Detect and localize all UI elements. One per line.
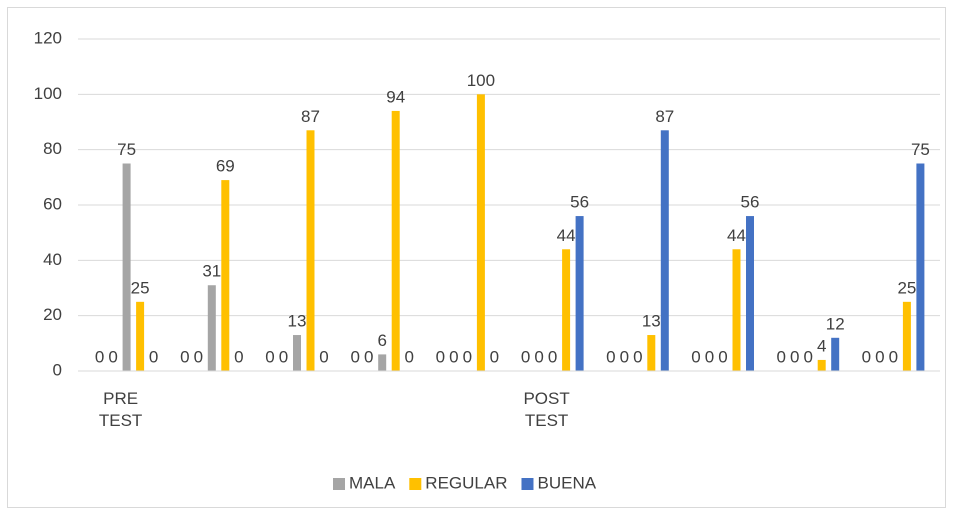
data-label: 0 bbox=[691, 347, 700, 366]
data-label: 0 bbox=[803, 347, 812, 366]
data-label: 100 bbox=[467, 71, 495, 90]
data-label: 87 bbox=[301, 107, 320, 126]
data-label: 0 bbox=[862, 347, 871, 366]
data-label: 94 bbox=[386, 87, 405, 106]
data-label: 0 bbox=[364, 347, 373, 366]
data-label: 0 bbox=[463, 347, 472, 366]
legend-swatch bbox=[333, 478, 345, 490]
data-label: 87 bbox=[655, 107, 674, 126]
bar bbox=[746, 216, 754, 371]
data-label: 0 bbox=[521, 347, 530, 366]
bar bbox=[207, 285, 216, 371]
data-label: 4 bbox=[817, 336, 826, 355]
data-label: 56 bbox=[741, 193, 760, 212]
data-label: 0 bbox=[705, 347, 714, 366]
bar bbox=[378, 354, 387, 371]
data-label: 25 bbox=[131, 278, 150, 297]
data-label: 0 bbox=[534, 347, 543, 366]
y-tick-label: 40 bbox=[43, 250, 62, 269]
bar bbox=[660, 130, 669, 371]
x-tick-label: PRE TEST bbox=[98, 389, 143, 430]
data-label: 44 bbox=[557, 226, 576, 245]
data-label: 0 bbox=[436, 347, 445, 366]
data-label: 0 bbox=[776, 347, 785, 366]
data-label: 0 bbox=[265, 347, 274, 366]
bar bbox=[817, 359, 826, 371]
data-label: 0 bbox=[548, 347, 557, 366]
bar bbox=[575, 216, 584, 371]
bar bbox=[221, 180, 230, 371]
data-label: 56 bbox=[570, 193, 589, 212]
y-tick-label: 100 bbox=[34, 84, 62, 103]
data-label: 0 bbox=[194, 347, 203, 366]
data-label: 69 bbox=[216, 157, 235, 176]
bar bbox=[902, 301, 911, 371]
data-label: 0 bbox=[149, 347, 158, 366]
bar bbox=[562, 249, 571, 371]
data-label: 0 bbox=[718, 347, 727, 366]
legend-label: BUENA bbox=[537, 473, 596, 492]
data-label: 0 bbox=[790, 347, 799, 366]
data-label: 0 bbox=[449, 347, 458, 366]
data-label: 0 bbox=[234, 347, 243, 366]
chart-border bbox=[7, 7, 946, 508]
data-label: 0 bbox=[180, 347, 189, 366]
bar bbox=[306, 130, 315, 371]
bar bbox=[476, 94, 485, 371]
data-label: 0 bbox=[319, 347, 328, 366]
data-label: 13 bbox=[642, 312, 661, 331]
legend-swatch bbox=[521, 478, 534, 490]
bar bbox=[831, 337, 840, 371]
data-label: 25 bbox=[897, 278, 916, 297]
data-label: 12 bbox=[826, 314, 845, 333]
data-label: 0 bbox=[875, 347, 884, 366]
y-tick-label: 60 bbox=[43, 194, 62, 213]
data-label: 75 bbox=[911, 140, 930, 159]
data-label: 0 bbox=[606, 347, 615, 366]
bar bbox=[122, 163, 131, 371]
bar bbox=[293, 335, 301, 371]
legend-label: MALA bbox=[349, 473, 396, 492]
data-label: 6 bbox=[377, 331, 386, 350]
data-label: 0 bbox=[279, 347, 288, 366]
data-label: 75 bbox=[117, 140, 136, 159]
bar bbox=[732, 249, 741, 371]
data-label: 0 bbox=[350, 347, 359, 366]
data-label: 44 bbox=[727, 226, 746, 245]
data-label: 0 bbox=[490, 347, 499, 366]
y-tick-label: 120 bbox=[34, 28, 62, 47]
data-label: 0 bbox=[889, 347, 898, 366]
data-label: 0 bbox=[404, 347, 413, 366]
legend-label: REGULAR bbox=[425, 473, 507, 492]
bar bbox=[136, 301, 145, 371]
y-tick-label: 20 bbox=[43, 305, 62, 324]
data-label: 0 bbox=[108, 347, 117, 366]
y-tick-label: 80 bbox=[43, 139, 62, 158]
data-label: 0 bbox=[620, 347, 629, 366]
data-label: 31 bbox=[202, 262, 221, 281]
x-tick-label: POST TEST bbox=[523, 389, 570, 430]
data-label: 0 bbox=[633, 347, 642, 366]
data-label: 13 bbox=[288, 312, 307, 331]
y-tick-label: 0 bbox=[53, 360, 62, 379]
bar bbox=[647, 335, 656, 371]
bar bbox=[916, 163, 925, 371]
bar bbox=[391, 110, 400, 371]
data-label: 0 bbox=[95, 347, 104, 366]
legend-swatch bbox=[409, 478, 422, 490]
